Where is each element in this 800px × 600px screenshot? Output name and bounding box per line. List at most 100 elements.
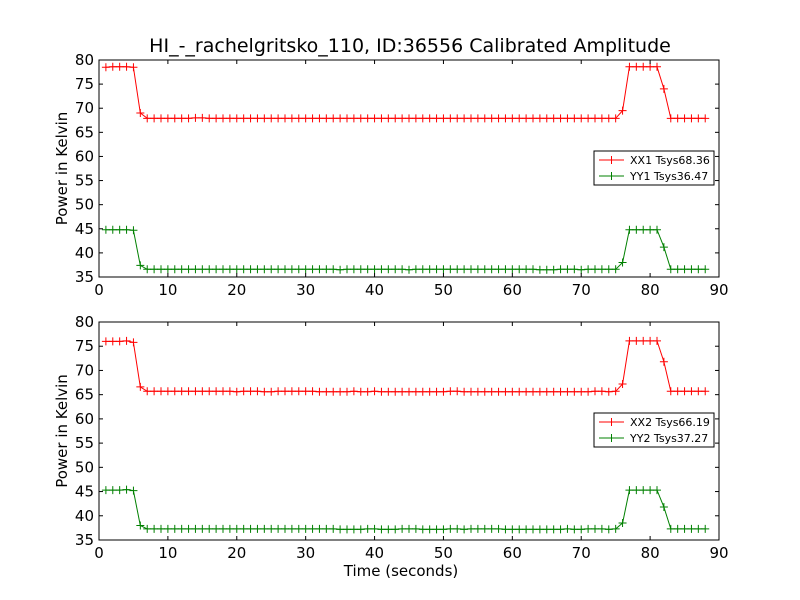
data-point <box>163 265 172 274</box>
data-point <box>604 387 613 396</box>
data-point <box>542 114 551 123</box>
data-point <box>370 387 379 396</box>
data-point <box>267 265 276 274</box>
data-point <box>129 226 138 235</box>
series-2 <box>101 225 710 274</box>
data-point <box>646 486 655 495</box>
data-point <box>680 524 689 533</box>
data-point <box>336 265 345 274</box>
data-point <box>315 524 324 533</box>
data-point <box>191 524 200 533</box>
data-point <box>439 265 448 274</box>
data-point <box>680 265 689 274</box>
data-point <box>701 114 710 123</box>
data-point <box>398 524 407 533</box>
data-point <box>294 114 303 123</box>
data-point <box>577 265 586 274</box>
data-point <box>177 524 186 533</box>
data-point <box>349 525 358 534</box>
data-point <box>405 114 413 123</box>
data-point <box>425 387 434 396</box>
data-point <box>205 114 214 123</box>
x-tick-label: 30 <box>296 281 315 299</box>
data-point <box>666 265 675 274</box>
data-point <box>439 114 448 123</box>
data-point <box>701 265 710 274</box>
data-point <box>618 258 627 267</box>
data-point <box>418 265 427 274</box>
data-point <box>549 525 558 534</box>
data-point <box>274 265 283 274</box>
data-point <box>370 265 379 274</box>
data-point <box>177 265 186 274</box>
data-point <box>253 114 262 123</box>
y-tick-label: 50 <box>75 458 94 476</box>
data-point <box>170 524 179 533</box>
data-point <box>673 114 682 123</box>
data-point <box>522 387 531 396</box>
data-point <box>232 114 241 123</box>
data-point <box>701 524 710 533</box>
data-point <box>143 114 152 123</box>
data-point <box>501 387 510 396</box>
y-tick-label: 60 <box>75 410 94 428</box>
data-point <box>673 524 682 533</box>
data-point <box>363 265 372 274</box>
data-point <box>639 336 648 345</box>
data-point <box>150 387 159 396</box>
data-point <box>542 265 551 274</box>
data-point <box>480 114 489 123</box>
x-tick-label: 50 <box>434 281 453 299</box>
data-point <box>150 524 159 533</box>
data-point <box>122 336 131 345</box>
data-point <box>618 519 627 528</box>
data-point <box>529 525 537 534</box>
x-tick-label: 30 <box>296 544 315 562</box>
data-point <box>446 265 455 274</box>
data-point <box>115 486 124 495</box>
axes-frame <box>98 321 720 541</box>
data-point <box>687 524 696 533</box>
data-point <box>432 525 441 534</box>
data-point <box>405 524 413 533</box>
data-point <box>597 265 606 274</box>
data-point <box>460 387 469 396</box>
data-point <box>281 265 289 274</box>
data-point <box>577 114 586 123</box>
data-point <box>198 113 207 122</box>
data-point <box>391 114 400 123</box>
data-point <box>246 265 255 274</box>
data-point <box>329 524 338 533</box>
data-point <box>349 387 358 396</box>
data-point <box>694 114 703 123</box>
data-point <box>343 265 351 274</box>
data-point <box>515 265 524 274</box>
series-2 <box>101 485 710 534</box>
data-point <box>639 486 648 495</box>
data-point <box>329 265 338 274</box>
data-point <box>405 387 413 396</box>
data-point <box>398 265 407 274</box>
legend-label: XX1 Tsys68.36 <box>630 154 710 167</box>
y-tick-label: 45 <box>75 483 94 501</box>
data-point <box>329 387 338 396</box>
y-tick-label: 75 <box>75 337 94 355</box>
data-point <box>646 336 655 345</box>
data-point <box>611 387 620 396</box>
data-point <box>487 265 496 274</box>
data-point <box>343 525 351 534</box>
legend-box <box>593 412 715 448</box>
data-point <box>480 387 489 396</box>
data-point <box>336 387 345 396</box>
data-point <box>549 114 558 123</box>
data-point <box>425 525 434 534</box>
data-point <box>184 524 193 533</box>
data-point <box>494 524 503 533</box>
data-point <box>191 113 200 122</box>
data-point <box>287 387 296 396</box>
x-tick-label: 50 <box>434 544 453 562</box>
data-point <box>157 114 165 123</box>
data-point <box>680 114 689 123</box>
data-point <box>281 114 289 123</box>
data-point <box>384 114 393 123</box>
